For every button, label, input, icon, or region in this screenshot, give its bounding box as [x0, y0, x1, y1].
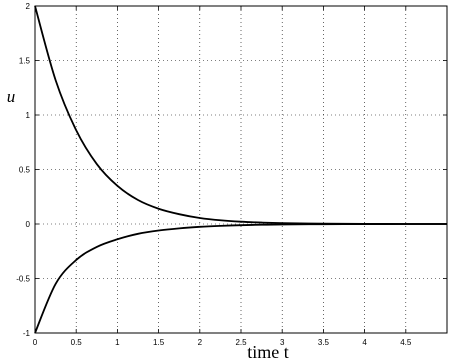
- x-tick-label: 3.5: [318, 338, 330, 347]
- series-line-2: [34, 223, 448, 334]
- y-tick-label: 2: [26, 2, 31, 11]
- y-tick-labels: -1 -0.5 0 0.5 1 1.5 2: [16, 2, 30, 338]
- y-tick-label: 0: [26, 220, 31, 229]
- x-tick-label: 3: [280, 338, 285, 347]
- plot-background: [35, 6, 447, 333]
- x-tick-label: 1: [115, 338, 120, 347]
- ticks: [34, 5, 447, 334]
- x-tick-label: 1.5: [153, 338, 165, 347]
- y-tick-label: 1: [26, 111, 31, 120]
- x-tick-label: 4.5: [400, 338, 412, 347]
- y-tick-label: 1.5: [19, 57, 31, 66]
- x-tick-label: 2: [198, 338, 203, 347]
- grid: [35, 6, 447, 333]
- x-tick-label: 2.5: [235, 338, 247, 347]
- x-tick-label: 4: [362, 338, 367, 347]
- x-tick-labels: 0 0.5 1 1.5 2 2.5 3 3.5 4 4.5: [33, 338, 412, 347]
- curves: [34, 5, 448, 334]
- x-tick-label: 0: [33, 338, 38, 347]
- y-axis-label: u: [7, 87, 16, 106]
- y-tick-label: -1: [23, 329, 31, 338]
- y-tick-label: 0.5: [19, 166, 31, 175]
- x-tick-label: 0.5: [71, 338, 83, 347]
- y-tick-label: -0.5: [16, 275, 30, 284]
- x-axis-label: time t: [247, 342, 289, 360]
